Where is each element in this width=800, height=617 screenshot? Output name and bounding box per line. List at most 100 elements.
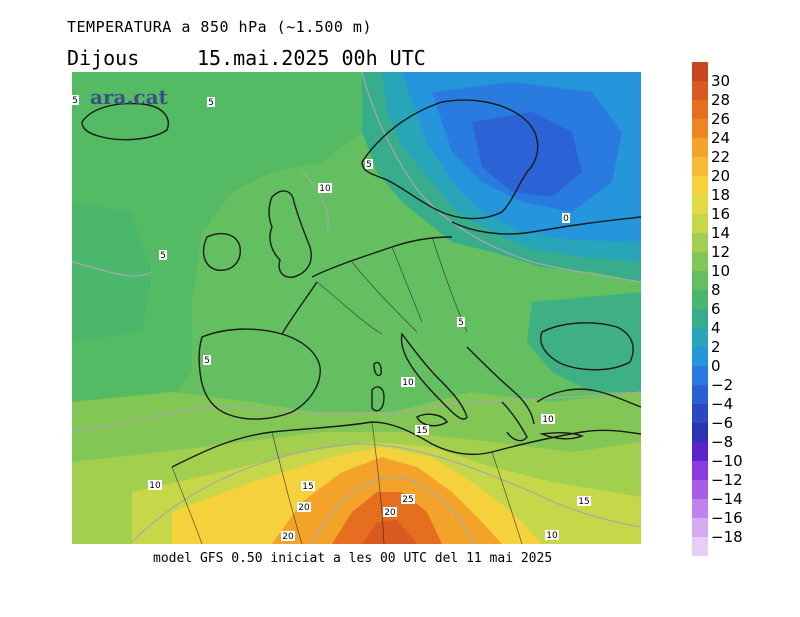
colorbar-segment — [692, 442, 708, 462]
black-sea — [540, 322, 634, 371]
colorbar-tick-label: 28 — [711, 91, 731, 109]
colorbar-tick-label: −4 — [711, 395, 734, 413]
contour-label: 5 — [72, 96, 78, 106]
colorbar-segment — [692, 480, 708, 500]
colorbar-segment — [692, 252, 708, 272]
corsica — [373, 361, 382, 377]
iceland — [81, 102, 169, 141]
contour-label: 20 — [384, 508, 396, 518]
ireland — [202, 232, 241, 271]
contour-label: 25 — [402, 495, 413, 505]
colorbar-tick-label: 14 — [711, 224, 731, 242]
colorbar-tick-label: 18 — [711, 186, 731, 204]
contour-label-background — [457, 317, 465, 327]
colorbar-segment — [692, 195, 708, 215]
colorbar-segment — [692, 366, 708, 386]
west-cool-patch — [72, 202, 152, 342]
contour-label-background — [207, 97, 215, 107]
colorbar-tick-label: 10 — [711, 262, 731, 280]
valid-time: Dijous 15.mai.2025 00h UTC — [67, 46, 426, 70]
france-coast — [281, 281, 318, 335]
colorbar-segment — [692, 404, 708, 424]
turkey-coast — [536, 388, 641, 408]
temperature-map: ara.cat 5 5 5 10 5 0 5 5 10 15 10 10 15 20 25 20 15 20 10 — [72, 72, 641, 544]
scandinavia-coldest-zone — [472, 112, 582, 197]
colorbar-segment — [692, 157, 708, 177]
colorbar-tick-label: −18 — [711, 528, 743, 546]
contour-label: 10 — [319, 184, 331, 194]
contour-label-background — [318, 183, 332, 193]
contour-label-background — [415, 425, 429, 435]
contour-label: 15 — [578, 497, 589, 507]
contour-label: 0 — [563, 214, 569, 224]
contour-label-background — [301, 481, 315, 491]
contour-label-background — [148, 480, 162, 490]
contour-label: 5 — [204, 356, 210, 366]
chart-title: TEMPERATURA a 850 hPa (~1.500 m) — [67, 18, 372, 36]
colorbar-tick-label: 26 — [711, 110, 731, 128]
colorbar-tick-label: −16 — [711, 509, 743, 527]
colorbar-tick-label: 4 — [711, 319, 721, 337]
east-cool-zone — [527, 292, 641, 392]
sardinia — [371, 386, 385, 412]
colorbar-tick-label: 22 — [711, 148, 731, 166]
colorbar-segment — [692, 233, 708, 253]
iberia — [198, 328, 321, 420]
scandinavia — [361, 99, 539, 220]
colorbar-tick-label: 30 — [711, 72, 731, 90]
contour-label: 20 — [298, 503, 310, 513]
contour-label: 5 — [208, 98, 214, 108]
great-britain — [268, 190, 312, 278]
baltic-coast — [451, 216, 641, 235]
colorbar-segment — [692, 423, 708, 443]
contour-label-background — [281, 531, 295, 541]
colorbar-tick-label: 6 — [711, 300, 721, 318]
contour-label-background — [562, 213, 570, 223]
contour-label-background — [545, 530, 559, 540]
colorbar-segment — [692, 62, 708, 82]
colorbar-segment — [692, 138, 708, 158]
sahara-core-zone — [362, 520, 417, 544]
atlantic-cool-zone — [72, 72, 372, 432]
colorbar-segment — [692, 290, 708, 310]
contour-label-background — [541, 414, 555, 424]
colorbar-tick-label: −14 — [711, 490, 743, 508]
colorbar-segment — [692, 271, 708, 291]
colorbar-tick-label: 16 — [711, 205, 731, 223]
colorbar-segment — [692, 461, 708, 481]
brand-logo: ara.cat — [90, 85, 169, 109]
contour-label: 15 — [302, 482, 313, 492]
north-africa-coast — [171, 421, 641, 468]
colorbar — [692, 62, 708, 556]
contour-label: 10 — [542, 415, 554, 425]
weekday: Dijous — [67, 46, 140, 70]
contour-label-background — [401, 494, 415, 504]
balkans — [466, 346, 535, 425]
colorbar-tick-label: 24 — [711, 129, 731, 147]
colorbar-tick-label: −6 — [711, 414, 734, 432]
colorbar-tick-label: −8 — [711, 433, 734, 451]
colorbar-segment — [692, 100, 708, 120]
contour-label-background — [577, 496, 591, 506]
sicily — [416, 413, 448, 427]
contour-label: 20 — [282, 532, 294, 542]
colorbar-segment — [692, 81, 708, 101]
colorbar-tick-label: −2 — [711, 376, 734, 394]
contour-label: 10 — [402, 378, 414, 388]
greece — [501, 401, 528, 442]
colorbar-segment — [692, 385, 708, 405]
contour-label: 10 — [546, 531, 558, 541]
colorbar-tick-label: 8 — [711, 281, 721, 299]
contour-label: 10 — [149, 481, 161, 491]
contour-label-background — [159, 250, 167, 260]
footer-caption: model GFS 0.50 iniciat a les 00 UTC del … — [153, 551, 553, 566]
contour-label-background — [203, 355, 211, 365]
contour-label-background — [383, 507, 397, 517]
contour-label-background — [401, 377, 415, 387]
colorbar-segment — [692, 176, 708, 196]
contour-label: 5 — [160, 251, 166, 261]
colorbar-segment — [692, 119, 708, 139]
contour-labels: 5 5 5 10 5 0 5 5 10 15 10 10 15 20 25 20 15 20 10 — [72, 95, 591, 542]
colorbar-tick-label: 20 — [711, 167, 731, 185]
colorbar-tick-label: 12 — [711, 243, 731, 261]
